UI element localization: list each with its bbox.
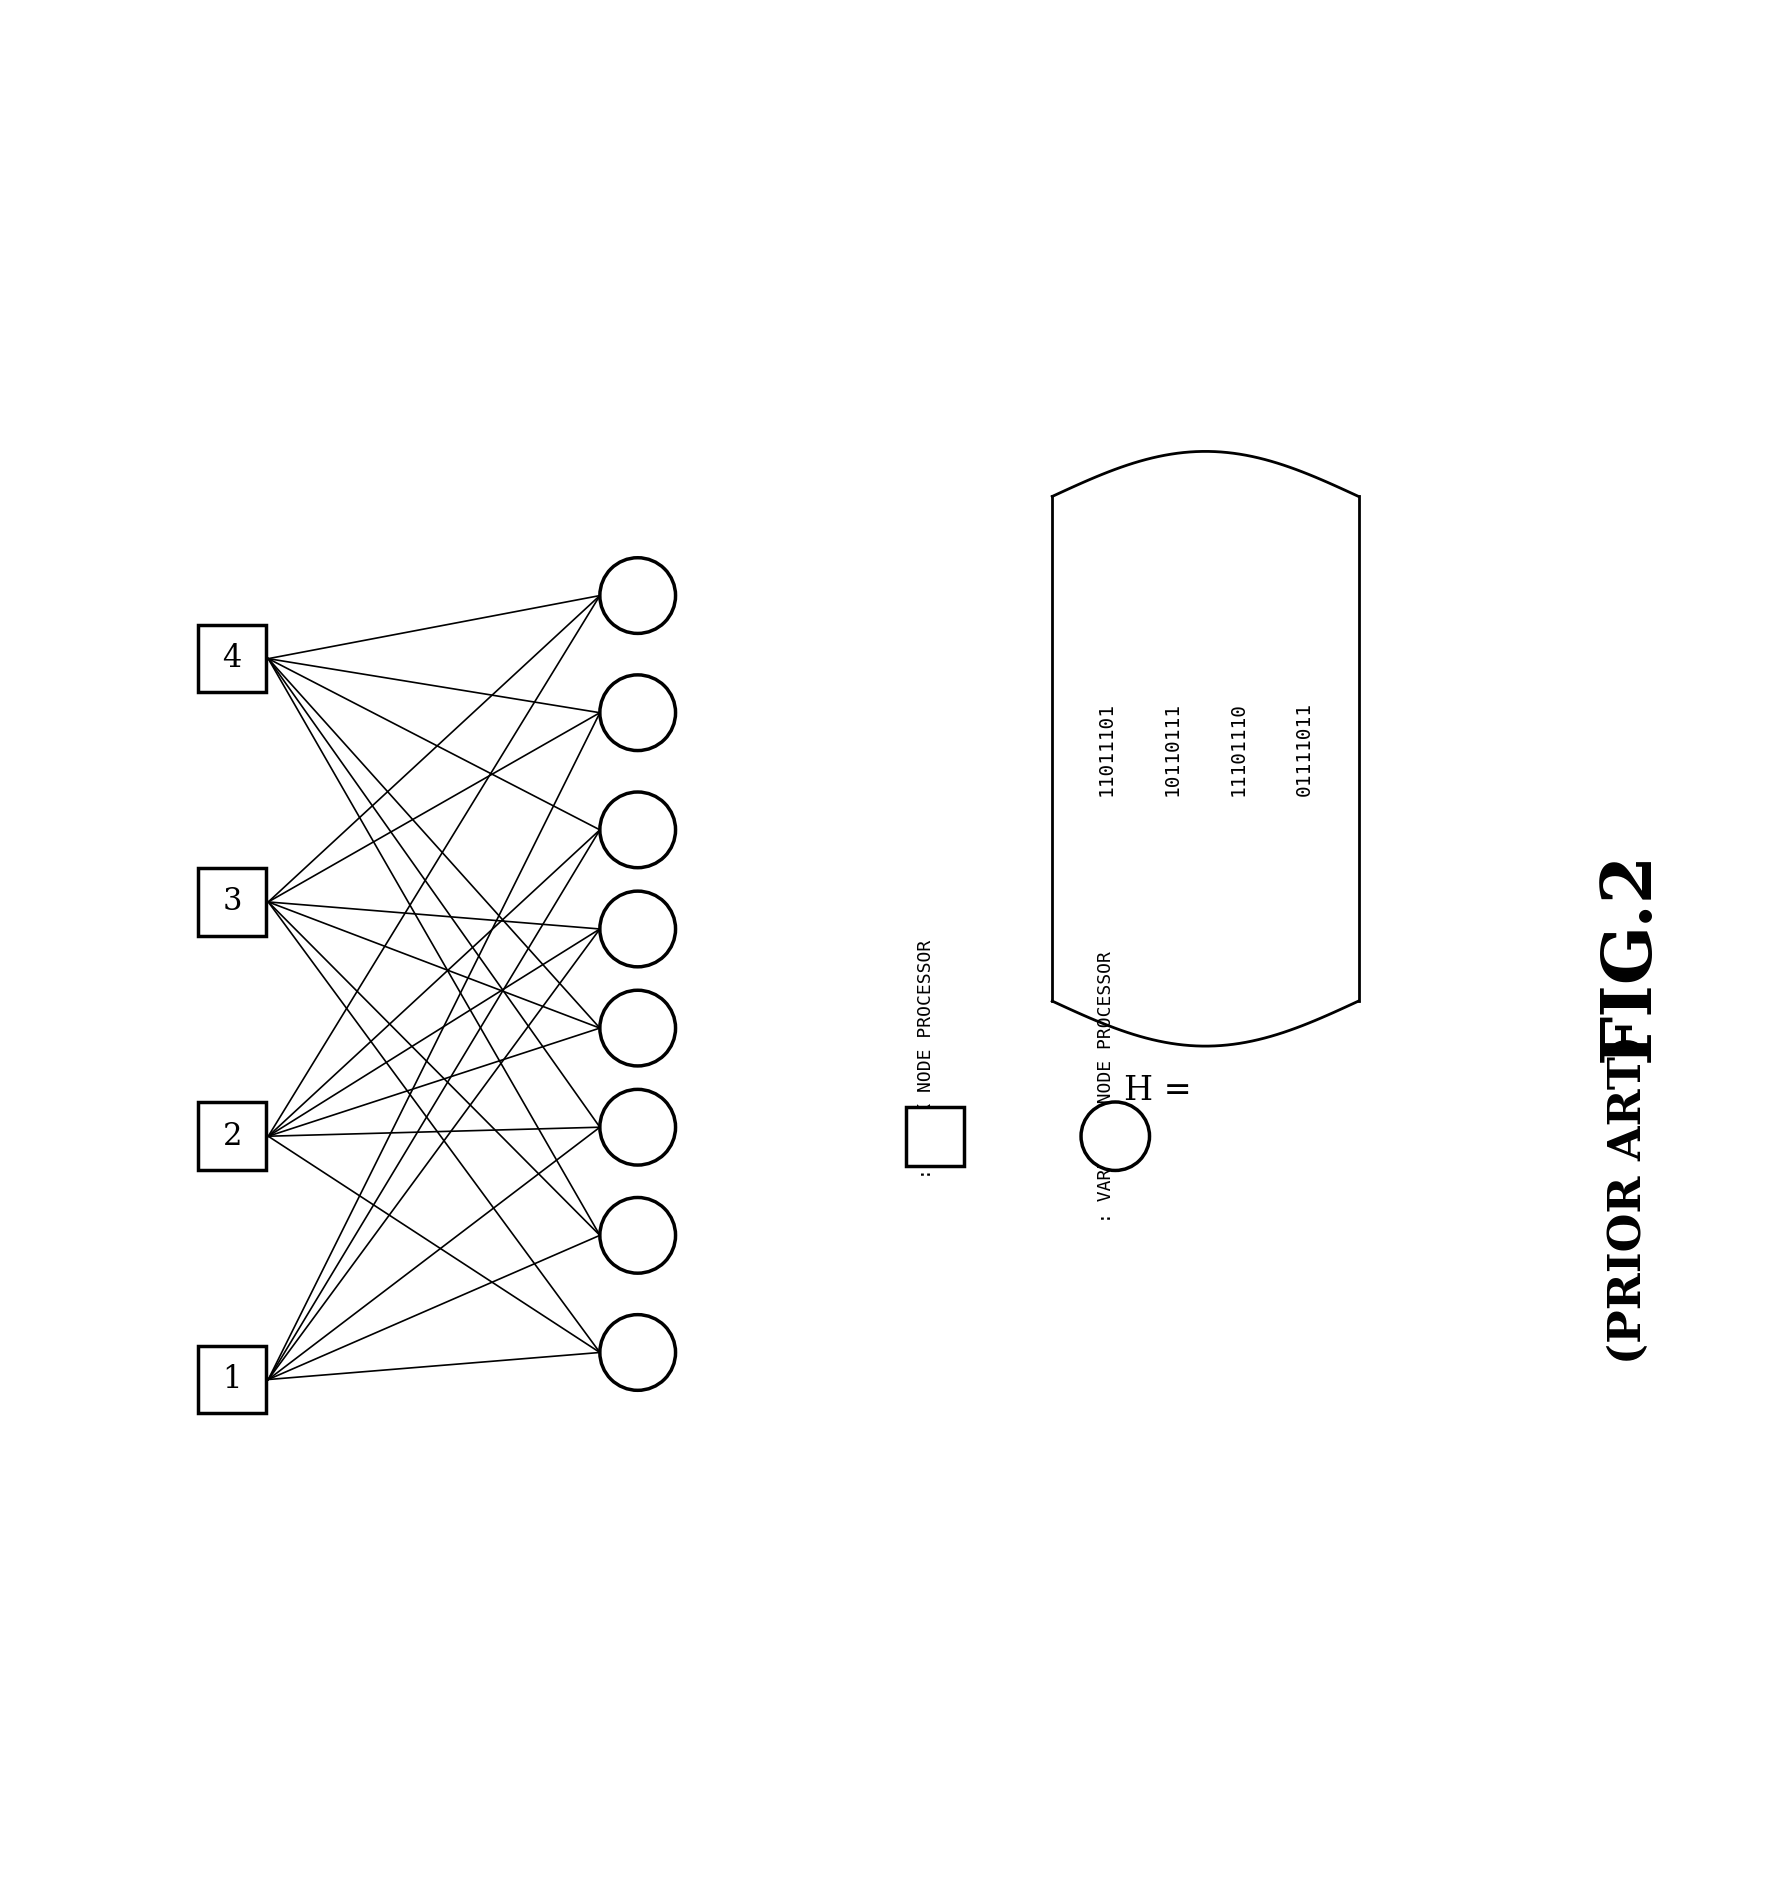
Circle shape <box>600 792 675 868</box>
FancyBboxPatch shape <box>198 1102 266 1170</box>
Text: FIG.2: FIG.2 <box>1596 851 1663 1062</box>
Text: 2: 2 <box>223 1121 243 1151</box>
Circle shape <box>600 1089 675 1165</box>
Text: 11011101: 11011101 <box>1096 702 1116 795</box>
Text: H =: H = <box>1125 1075 1192 1108</box>
Text: 3: 3 <box>223 887 243 917</box>
Text: 4: 4 <box>223 643 243 674</box>
FancyBboxPatch shape <box>198 624 266 693</box>
FancyBboxPatch shape <box>198 1345 266 1414</box>
FancyBboxPatch shape <box>198 868 266 936</box>
Text: (PRIOR ART): (PRIOR ART) <box>1608 1035 1651 1364</box>
Circle shape <box>600 1315 675 1391</box>
Text: : CHECK NODE PROCESSOR: : CHECK NODE PROCESSOR <box>917 940 935 1180</box>
Text: 1: 1 <box>223 1364 243 1395</box>
FancyBboxPatch shape <box>905 1108 965 1165</box>
Circle shape <box>600 990 675 1066</box>
Text: : VARIABLE NODE PROCESSOR: : VARIABLE NODE PROCESSOR <box>1098 952 1116 1222</box>
Text: 01111011: 01111011 <box>1295 702 1314 795</box>
Text: 10110111: 10110111 <box>1164 702 1181 795</box>
Circle shape <box>600 558 675 634</box>
Text: 11101110: 11101110 <box>1229 702 1249 795</box>
Circle shape <box>600 676 675 750</box>
Circle shape <box>1080 1102 1149 1170</box>
Circle shape <box>600 1197 675 1273</box>
Circle shape <box>600 891 675 967</box>
